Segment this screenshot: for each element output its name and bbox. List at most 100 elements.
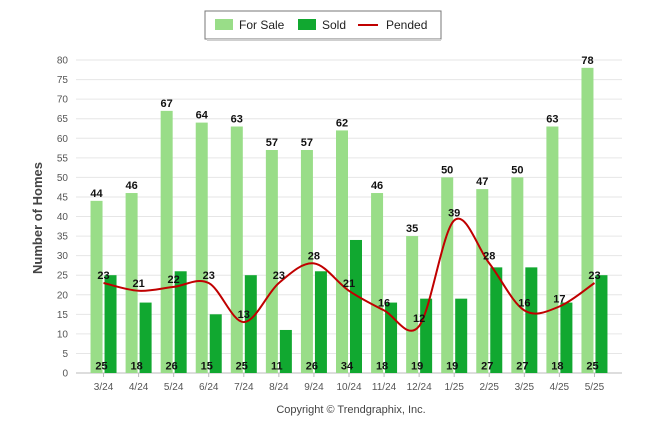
y-tick-label: 70	[57, 95, 69, 106]
bar-for-sale	[125, 193, 138, 373]
y-tick-label: 65	[57, 114, 69, 125]
label-for-sale: 63	[231, 114, 243, 126]
label-pended: 23	[273, 270, 285, 282]
label-sold: 15	[201, 361, 213, 373]
bar-sold	[244, 275, 257, 373]
label-for-sale: 57	[301, 137, 313, 149]
bar-for-sale	[230, 126, 243, 373]
y-tick-label: 5	[62, 349, 68, 360]
bar-sold	[174, 271, 187, 373]
legend-box	[204, 10, 442, 40]
gridlines	[76, 59, 622, 374]
legend-swatch-sold	[298, 19, 316, 30]
label-pended: 16	[378, 297, 390, 309]
bar-for-sale	[160, 110, 173, 374]
label-pended: 17	[553, 293, 565, 305]
label-pended: 28	[308, 250, 320, 262]
y-tick-label: 35	[57, 232, 69, 243]
bar-for-sale	[406, 236, 419, 373]
bar-sold	[350, 239, 362, 373]
label-sold: 18	[376, 361, 388, 373]
bar-sold	[209, 314, 222, 373]
bar-for-sale	[300, 149, 313, 373]
x-tick-label: 1/25	[444, 382, 464, 393]
legend: For Sale Sold Pended	[204, 10, 442, 41]
x-tick-label: 7/24	[234, 382, 254, 393]
bar-for-sale	[371, 193, 384, 373]
y-tick-label: 55	[57, 153, 69, 164]
bar-sold	[139, 302, 152, 373]
bar-for-sale	[195, 122, 208, 373]
label-for-sale: 50	[441, 164, 453, 176]
label-pended: 28	[483, 250, 495, 262]
label-sold: 26	[166, 361, 178, 373]
x-tick-label: 5/24	[164, 382, 184, 393]
x-tick-label: 10/24	[336, 382, 361, 393]
label-sold: 25	[236, 361, 248, 373]
label-for-sale: 46	[371, 180, 383, 192]
y-tick-label: 0	[62, 369, 68, 380]
legend-label-for-sale: For Sale	[239, 18, 285, 32]
label-sold: 25	[586, 361, 598, 373]
bar-sold	[104, 275, 117, 373]
bar-for-sale	[90, 200, 103, 373]
label-sold: 19	[446, 361, 458, 373]
y-tick-label: 15	[57, 310, 69, 321]
copyright-text: Copyright © Trendgraphix, Inc.	[276, 404, 425, 416]
label-pended: 23	[203, 270, 215, 282]
pended-line	[103, 217, 596, 332]
y-tick-label: 60	[57, 134, 69, 145]
y-tick-label: 25	[57, 271, 69, 282]
x-tick-label: 3/25	[515, 382, 535, 393]
x-tick-label: 4/25	[550, 382, 570, 393]
x-tick-label: 11/24	[372, 382, 397, 393]
y-axis-title: Number of Homes	[30, 162, 45, 274]
x-tick-label: 3/24	[94, 382, 114, 393]
label-for-sale: 64	[196, 110, 209, 122]
label-for-sale: 47	[476, 176, 488, 188]
bars	[90, 67, 608, 374]
label-sold: 25	[95, 361, 107, 373]
label-pended: 13	[238, 309, 250, 321]
bar-for-sale	[265, 149, 278, 373]
label-for-sale: 63	[546, 114, 558, 126]
legend-label-pended: Pended	[386, 18, 427, 32]
bar-for-sale	[581, 67, 594, 373]
x-tick-label: 6/24	[199, 382, 219, 393]
label-pended: 16	[518, 297, 530, 309]
x-tick-label: 2/25	[480, 382, 500, 393]
label-for-sale: 35	[406, 223, 418, 235]
label-sold: 27	[516, 361, 528, 373]
label-sold: 18	[130, 361, 142, 373]
y-tick-label: 50	[57, 173, 69, 184]
bar-sold	[525, 267, 538, 373]
y-tick-label: 30	[57, 251, 69, 262]
x-tick-label: 9/24	[304, 382, 324, 393]
label-for-sale: 50	[511, 164, 523, 176]
data-labels: 44 25 46 18 67 26 64 15 63 25 57 11 57 26 62 34 46 18 35 19…	[90, 55, 600, 373]
bar-sold	[560, 302, 573, 373]
label-for-sale: 46	[125, 180, 137, 192]
bar-for-sale	[511, 177, 524, 373]
y-tick-label: 45	[57, 192, 69, 203]
label-pended: 21	[343, 278, 355, 290]
y-tick-label: 80	[57, 56, 69, 67]
label-pended: 23	[97, 270, 109, 282]
label-sold: 19	[411, 361, 423, 373]
x-tick-label: 12/24	[407, 382, 432, 393]
label-sold: 18	[551, 361, 563, 373]
label-sold: 11	[271, 361, 283, 373]
y-tick-label: 20	[57, 290, 69, 301]
label-pended: 39	[448, 207, 460, 219]
y-tick-label: 75	[57, 75, 69, 86]
label-for-sale: 57	[266, 137, 278, 149]
label-pended: 23	[588, 270, 600, 282]
label-sold: 27	[481, 361, 493, 373]
label-pended: 12	[413, 313, 425, 325]
bar-sold	[595, 275, 608, 373]
y-tick-label: 10	[57, 329, 69, 340]
bar-for-sale	[476, 189, 489, 373]
label-for-sale: 78	[581, 55, 593, 67]
bar-sold	[314, 271, 327, 373]
y-tick-label: 40	[57, 212, 69, 223]
